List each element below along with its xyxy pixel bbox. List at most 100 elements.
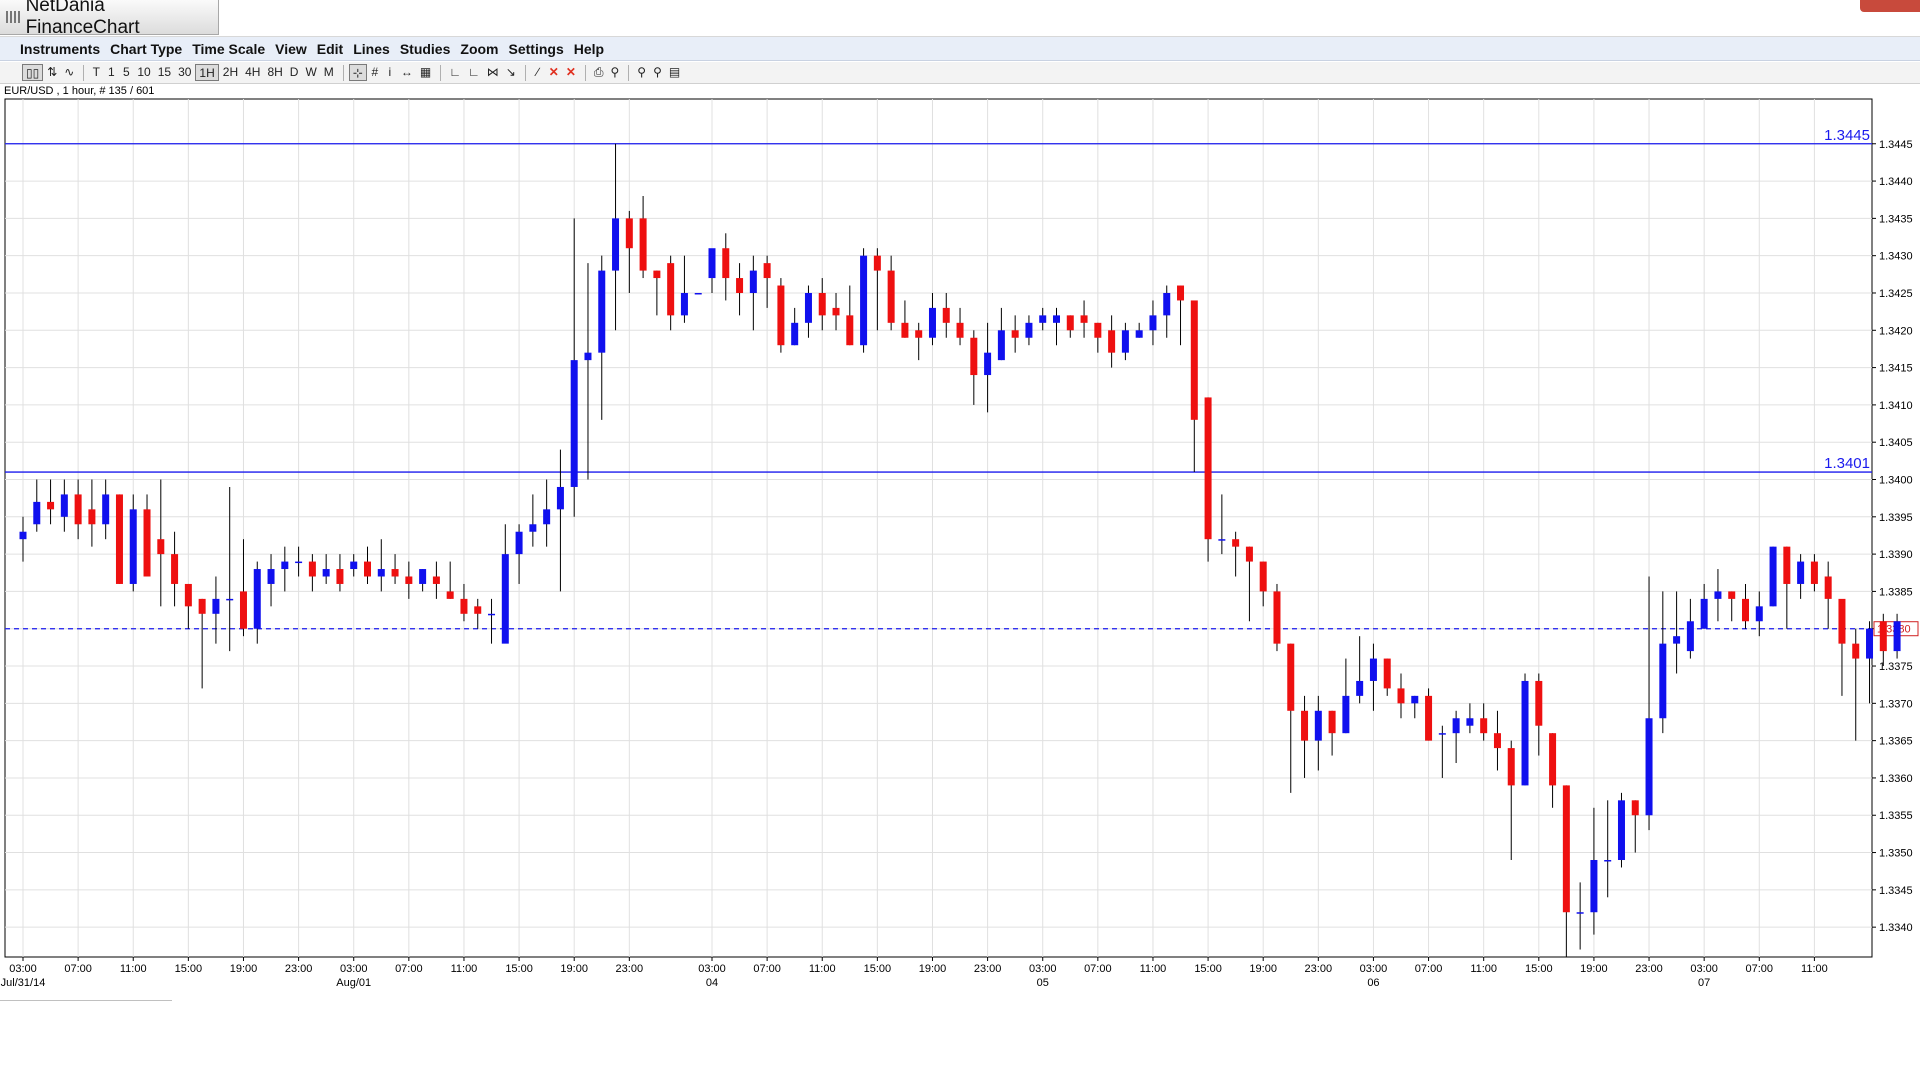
menu-settings[interactable]: Settings [508, 40, 564, 57]
zoom-reset-icon[interactable]: ▤ [668, 65, 681, 79]
menu-edit[interactable]: Edit [316, 40, 344, 57]
x-tick-label: 15:00 [1525, 963, 1553, 975]
bar-chart-icon[interactable]: ⇅ [47, 65, 58, 79]
x-tick-label: 03:00 [1690, 963, 1718, 975]
candle-down [1838, 598, 1846, 644]
candle-up [1590, 860, 1598, 913]
candle-up [680, 292, 688, 316]
candle-up [1163, 292, 1171, 316]
line-chart-icon[interactable]: ∿ [64, 65, 75, 79]
menu-chart-type[interactable]: Chart Type [110, 40, 183, 57]
x-tick-label: 07:00 [1415, 963, 1443, 975]
candle-up [19, 531, 27, 540]
candle-up [419, 569, 427, 584]
candle-up [529, 524, 537, 532]
candle-down [157, 539, 165, 555]
timeframe-8h[interactable]: 8H [267, 65, 283, 79]
y-tick-label: 1.3405 [1879, 437, 1913, 449]
arrow-icon[interactable]: ↘ [505, 65, 516, 79]
fibonacci-icon[interactable]: ⋈ [486, 65, 499, 79]
timeframe-15[interactable]: 15 [157, 65, 172, 79]
candle-down [198, 598, 206, 614]
menu-view[interactable]: View [275, 40, 307, 57]
candle-down [1879, 621, 1887, 652]
candle-up [281, 561, 289, 570]
timeframe-m[interactable]: M [323, 65, 334, 79]
y-tick-label: 1.3385 [1879, 586, 1913, 598]
timeframe-1h[interactable]: 1H [195, 64, 219, 81]
toolbar: ▯▯ ⇅ ∿ T 1 5 10 15 30 1H 2H 4H 8H D W M … [0, 62, 1920, 84]
close-window-button[interactable] [1860, 0, 1920, 12]
x-tick-label: 03:00 [340, 963, 368, 975]
grid-icon[interactable]: # [371, 65, 379, 79]
menu-time-scale[interactable]: Time Scale [192, 40, 266, 57]
candle-down [736, 278, 744, 293]
candle-down [1549, 733, 1557, 786]
candle-down [1728, 591, 1736, 599]
pan-icon[interactable]: ↔ [400, 65, 413, 79]
y-tick-label: 1.3340 [1879, 922, 1913, 934]
x-date-label: Jul/31/14 [1, 977, 46, 989]
candle-down [639, 218, 647, 271]
candle-up [1218, 539, 1226, 541]
print-icon[interactable]: ⎙ [593, 65, 604, 79]
candle-down [1397, 688, 1405, 704]
volume-icon[interactable]: ▦ [419, 65, 432, 79]
x-tick-label: 07:00 [64, 963, 92, 975]
toolbar-separator [440, 64, 442, 81]
candle-up [1714, 591, 1722, 599]
candle-down [901, 322, 909, 338]
delete-all-icon[interactable]: ✕ [565, 65, 576, 79]
y-tick-label: 1.3360 [1879, 773, 1913, 785]
draw-line-icon[interactable]: ∕ [536, 65, 539, 79]
print-preview-icon[interactable]: ⚲ [610, 65, 620, 79]
y-tick-label: 1.3375 [1879, 661, 1913, 673]
timeframe-10[interactable]: 10 [137, 65, 151, 79]
y-tick-label: 1.3370 [1879, 698, 1913, 710]
trendline-icon[interactable]: ∟ [449, 65, 461, 79]
candle-down [763, 263, 771, 279]
candle-down [1273, 591, 1281, 644]
crosshair-icon[interactable]: ⊹ [348, 64, 367, 81]
menu-zoom[interactable]: Zoom [460, 40, 499, 57]
toolbar-separator [342, 64, 344, 81]
timeframe-4h[interactable]: 4H [245, 65, 261, 79]
timeframe-30[interactable]: 30 [178, 65, 192, 79]
zoom-in-icon[interactable]: ⚲ [637, 65, 647, 79]
channel-icon[interactable]: ∟ [467, 65, 480, 79]
y-tick-label: 1.3410 [1879, 400, 1913, 412]
menu-studies[interactable]: Studies [399, 40, 451, 57]
zoom-out-icon[interactable]: ⚲ [653, 65, 662, 79]
candle-down [777, 285, 785, 346]
candle-up [804, 292, 812, 323]
menu-help[interactable]: Help [573, 40, 605, 57]
timeframe-1[interactable]: 1 [108, 65, 115, 79]
menu-lines[interactable]: Lines [353, 40, 390, 57]
timeframe-w[interactable]: W [305, 65, 317, 79]
delete-icon[interactable]: ✕ [548, 65, 559, 79]
candle-up [694, 292, 702, 295]
y-tick-label: 1.3390 [1879, 549, 1913, 561]
candle-up [1755, 606, 1763, 622]
candle-down [1232, 539, 1240, 547]
info-icon[interactable]: i [388, 65, 392, 79]
timeframe-5[interactable]: 5 [123, 65, 130, 79]
timeframe-d[interactable]: D [289, 65, 299, 79]
timeframe-2h[interactable]: 2H [222, 65, 239, 79]
candlestick-chart-icon[interactable]: ▯▯ [22, 64, 44, 81]
app-title-tab[interactable]: NetDania FinanceChart [0, 0, 219, 38]
candle-up [1314, 710, 1322, 741]
candlestick-chart[interactable]: 1.3445 1.3440 1.3435 1.3430 1.3425 1.3420 1.34… [0, 96, 1920, 1000]
candle-down [1259, 561, 1267, 592]
y-tick-label: 1.3435 [1879, 213, 1913, 225]
candle-down [1742, 598, 1749, 622]
timeframe-T[interactable]: T [92, 65, 101, 79]
candle-up [350, 561, 358, 570]
candle-down [1094, 322, 1102, 338]
menu-instruments[interactable]: Instruments [20, 40, 101, 57]
candle-up [1673, 636, 1681, 644]
candle-up [1645, 718, 1653, 816]
candle-up [984, 352, 992, 376]
candle-down [1631, 800, 1639, 816]
candle-down [1425, 695, 1433, 741]
